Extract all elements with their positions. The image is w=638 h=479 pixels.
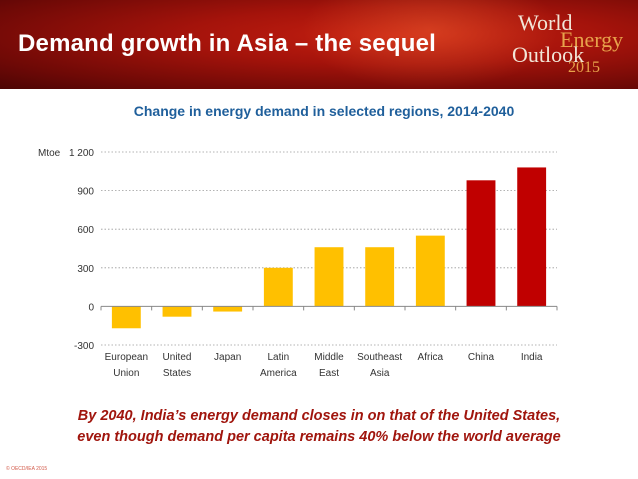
- x-category-label: Southeast Asia: [357, 352, 402, 379]
- x-category-label-line: America: [260, 368, 297, 379]
- bar-japan: [213, 306, 243, 312]
- x-category-label-line: East: [319, 368, 339, 379]
- bar-southeast-asia: [365, 247, 395, 307]
- x-category-label: China: [468, 352, 495, 363]
- logo-word-world: World: [518, 10, 573, 35]
- y-tick-label: 300: [77, 264, 94, 275]
- y-tick-label: -300: [74, 341, 94, 352]
- x-category-label-line: China: [468, 352, 495, 363]
- bar-latin-america: [263, 267, 293, 307]
- bar-united-states: [162, 306, 192, 317]
- slide-title: Demand growth in Asia – the sequel: [18, 30, 436, 57]
- y-tick-label: 600: [77, 225, 94, 236]
- bar-africa: [415, 235, 445, 307]
- copyright: © OECD/IEA 2015: [6, 466, 48, 472]
- banner-glow: [300, 0, 560, 89]
- x-category-label: United States: [163, 352, 192, 379]
- bar-china: [466, 180, 496, 307]
- bar-middle-east: [314, 247, 344, 307]
- header-banner: Demand growth in Asia – the sequel World…: [0, 0, 638, 89]
- x-category-label-line: Asia: [370, 368, 390, 379]
- key-message-line-1: By 2040, India’s energy demand closes in…: [77, 408, 561, 424]
- x-category-label-line: India: [521, 352, 543, 363]
- x-category-label-line: Africa: [418, 352, 444, 363]
- bar-chart: -300 0 300 600 900 1 200 Mtoe European Union Unit…: [38, 148, 558, 379]
- x-category-label-line: Japan: [214, 352, 241, 363]
- x-category-label-line: United: [163, 352, 192, 363]
- key-message: By 2040, India’s energy demand closes in…: [0, 406, 638, 448]
- chart-title: Change in energy demand in selected regi…: [133, 103, 515, 119]
- y-tick-label: 1 200: [69, 148, 94, 159]
- logo-word-energy: Energy: [560, 27, 624, 52]
- logo-year: 2015: [568, 59, 600, 76]
- y-axis-unit-label: Mtoe: [38, 148, 61, 159]
- y-tick-label: 0: [88, 302, 94, 313]
- key-message-line-2: even though demand per capita remains 40…: [77, 429, 561, 445]
- x-category-label-line: States: [163, 368, 191, 379]
- bar-european-union: [111, 306, 141, 329]
- weo-logo: World Energy Outlook 2015: [512, 10, 634, 80]
- x-category-label: Japan: [214, 352, 241, 363]
- y-tick-label: 900: [77, 187, 94, 198]
- bar-india: [517, 167, 547, 307]
- x-category-label: India: [521, 352, 543, 363]
- x-category-label-line: Union: [113, 368, 139, 379]
- x-category-label-line: Latin: [267, 352, 289, 363]
- x-category-label: Middle East: [314, 352, 344, 379]
- x-category-label: Africa: [418, 352, 444, 363]
- x-category-label: Latin America: [260, 352, 297, 379]
- x-category-label: European Union: [105, 352, 148, 379]
- x-category-label-line: European: [105, 352, 148, 363]
- x-category-label-line: Middle: [314, 352, 344, 363]
- x-category-label-line: Southeast: [357, 352, 402, 363]
- logo-word-outlook: Outlook: [512, 42, 585, 67]
